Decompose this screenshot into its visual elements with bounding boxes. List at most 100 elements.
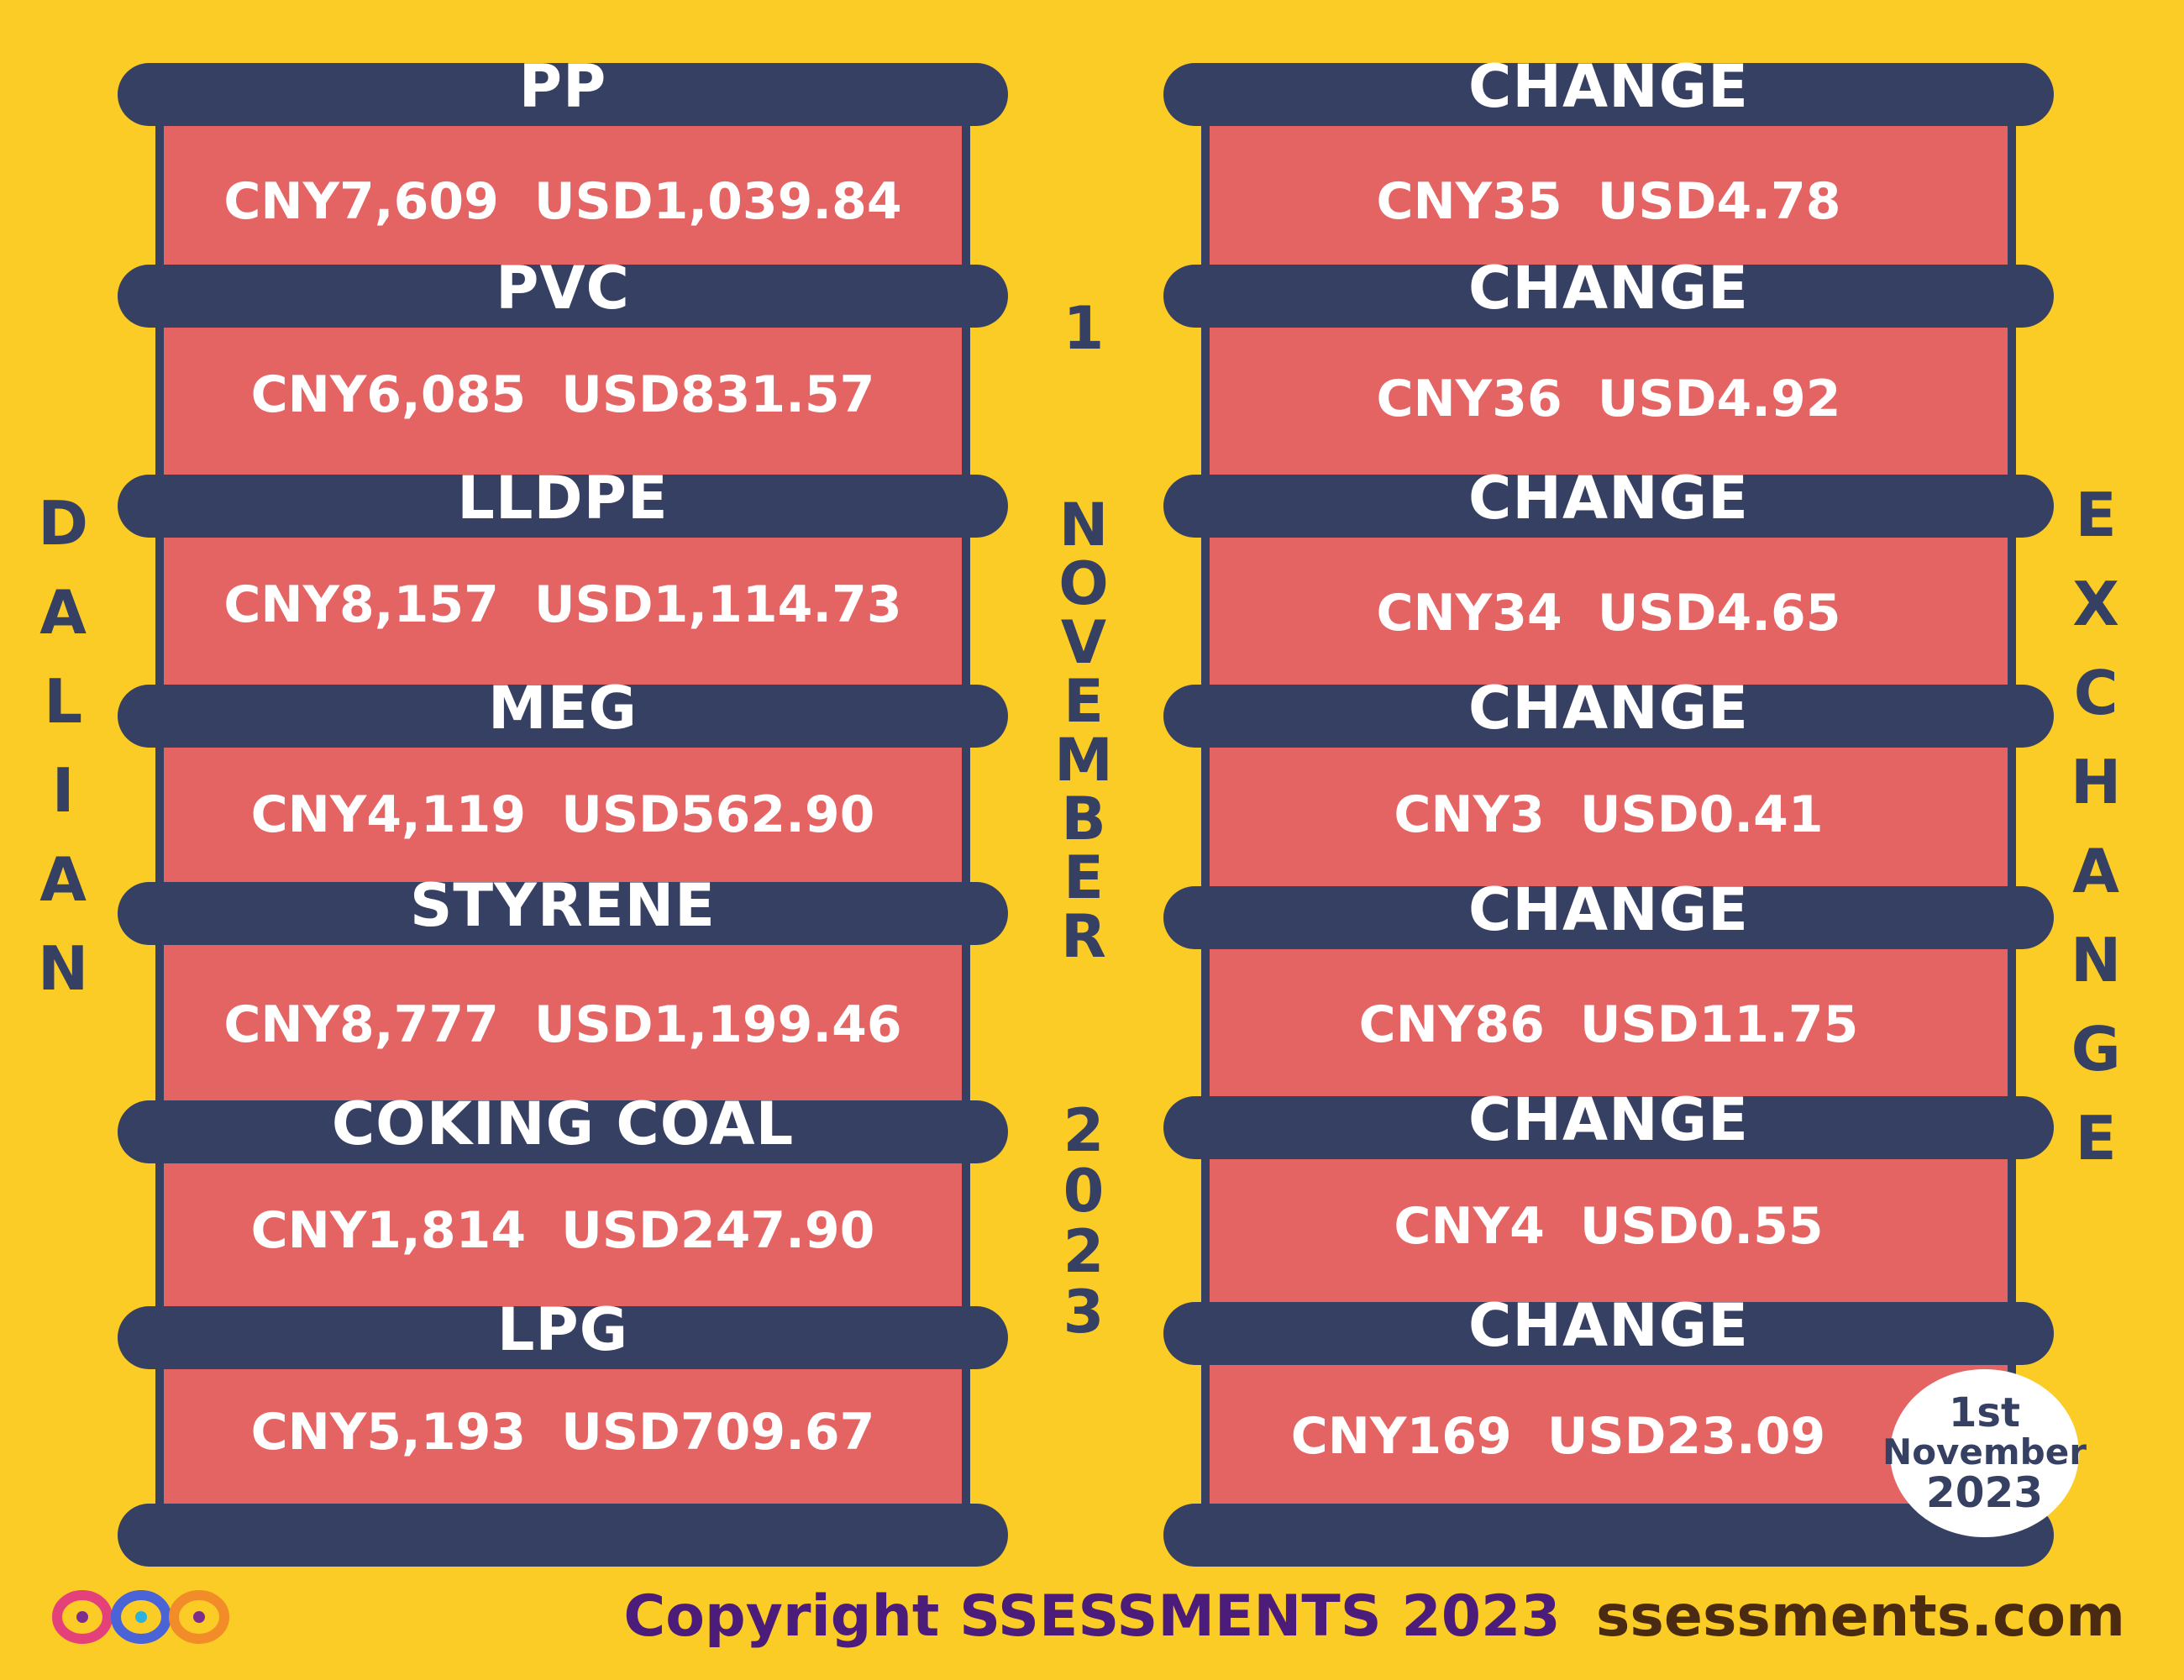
change-label-bar: CHANGE xyxy=(1163,875,2054,949)
change-usd: USD0.55 xyxy=(1579,1197,1824,1256)
vertical-letter: M xyxy=(1054,726,1113,795)
price-cny: CNY8,777 xyxy=(223,995,499,1054)
vertical-letter: A xyxy=(39,577,87,648)
change-row: CNY4 USD0.55 xyxy=(1201,1197,2016,1256)
change-cny: CNY36 xyxy=(1376,370,1562,428)
change-usd: USD11.75 xyxy=(1579,995,1859,1054)
date-day: 1 xyxy=(1063,294,1105,363)
change-row: CNY34 USD4.65 xyxy=(1201,584,2016,643)
vertical-letter: G xyxy=(2071,1014,2121,1084)
vertical-letter: L xyxy=(44,666,83,737)
vertical-letter: D xyxy=(38,488,89,559)
vertical-letter: R xyxy=(1061,902,1106,971)
vertical-digit: 0 xyxy=(1063,1157,1105,1226)
change-cny: CNY169 xyxy=(1290,1407,1512,1466)
price-cny: CNY8,157 xyxy=(223,575,499,634)
change-cny: CNY34 xyxy=(1376,584,1562,643)
vertical-title-exchange: E X C H A N G E xyxy=(2071,470,2121,1183)
infinity-rings-logo-icon xyxy=(52,1590,229,1644)
price-usd: USD1,114.73 xyxy=(533,575,902,634)
product-label-bar: PP xyxy=(118,52,1008,126)
vertical-letter: E xyxy=(2075,480,2117,550)
product-label: PVC xyxy=(496,253,630,323)
vertical-letter: B xyxy=(1061,785,1106,853)
vertical-digit: 2 xyxy=(1063,1217,1105,1286)
price-change-column: CHANGE CNY35 USD4.78 CHANGE CNY36 USD4.92 … xyxy=(1163,52,2054,1567)
badge-day: 1st xyxy=(1949,1389,2020,1436)
price-row: CNY4,119 USD562.90 xyxy=(155,785,970,844)
price-cny: CNY4,119 xyxy=(250,785,527,844)
price-cny: CNY1,814 xyxy=(250,1201,527,1260)
badge-month: November xyxy=(1882,1431,2087,1473)
price-row: CNY8,777 USD1,199.46 xyxy=(155,995,970,1054)
change-row: CNY86 USD11.75 xyxy=(1201,995,2016,1054)
vertical-letter: X xyxy=(2072,569,2119,639)
product-label: MEG xyxy=(488,673,638,743)
price-row: CNY8,157 USD1,114.73 xyxy=(155,575,970,634)
price-usd: USD709.67 xyxy=(561,1403,875,1462)
price-cny: CNY6,085 xyxy=(250,365,527,424)
product-label: LLDPE xyxy=(457,463,669,533)
vertical-digit: 2 xyxy=(1063,1096,1105,1165)
change-label: CHANGE xyxy=(1468,463,1749,533)
vertical-date-year: 2 0 2 3 xyxy=(1042,1100,1126,1342)
change-label: CHANGE xyxy=(1468,1290,1749,1360)
change-usd: USD4.78 xyxy=(1597,172,1841,231)
price-column-body xyxy=(155,113,970,1541)
date-badge: 1st November 2023 xyxy=(1882,1369,2087,1537)
vertical-letter: H xyxy=(2071,747,2122,817)
product-label-bar: COKING COAL xyxy=(118,1089,1008,1163)
change-row: CNY3 USD0.41 xyxy=(1201,785,2016,844)
vertical-letter: V xyxy=(1060,608,1107,677)
product-label: PP xyxy=(518,51,607,121)
change-cny: CNY86 xyxy=(1358,995,1545,1054)
product-label: STYRENE xyxy=(410,870,716,940)
price-row: CNY7,609 USD1,039.84 xyxy=(155,172,970,231)
change-label-bar: CHANGE xyxy=(1163,1085,2054,1159)
vertical-date-day: 1 xyxy=(1042,294,1126,363)
badge-year: 2023 xyxy=(1925,1467,2044,1517)
price-cny: CNY5,193 xyxy=(250,1403,527,1462)
price-usd: USD562.90 xyxy=(561,785,875,844)
product-label: COKING COAL xyxy=(331,1089,795,1158)
change-usd: USD0.41 xyxy=(1579,785,1824,844)
change-cny: CNY35 xyxy=(1376,172,1562,231)
vertical-letter: C xyxy=(2073,658,2118,728)
change-label-bar: CHANGE xyxy=(1163,254,2054,328)
change-usd: USD4.92 xyxy=(1597,370,1841,428)
product-label: LPG xyxy=(496,1294,629,1364)
vertical-digit: 3 xyxy=(1063,1278,1105,1347)
change-label: CHANGE xyxy=(1468,253,1749,323)
change-label-bar: CHANGE xyxy=(1163,52,2054,126)
price-cny: CNY7,609 xyxy=(223,172,499,231)
product-label-bar: LLDPE xyxy=(118,464,1008,538)
website-link[interactable]: ssessments.com xyxy=(1595,1583,2125,1650)
vertical-title-dalian: D A L I A N xyxy=(38,479,88,1013)
vertical-letter: E xyxy=(1063,843,1104,912)
price-usd: USD1,199.46 xyxy=(533,995,902,1054)
column-bottom-bar xyxy=(1163,1504,2054,1567)
product-label-bar: PVC xyxy=(118,254,1008,328)
change-usd: USD4.65 xyxy=(1597,584,1841,643)
product-label-bar: LPG xyxy=(118,1295,1008,1369)
change-label: CHANGE xyxy=(1468,673,1749,743)
vertical-letter: A xyxy=(2072,836,2119,906)
change-label: CHANGE xyxy=(1468,874,1749,944)
vertical-letter: E xyxy=(1063,667,1104,736)
copyright-text: Copyright SSESSMENTS 2023 xyxy=(623,1583,1561,1650)
change-usd: USD23.09 xyxy=(1546,1407,1826,1466)
price-row: CNY1,814 USD247.90 xyxy=(155,1201,970,1260)
vertical-letter: A xyxy=(39,844,87,915)
vertical-letter: N xyxy=(1058,491,1109,559)
vertical-letter: O xyxy=(1058,549,1109,618)
vertical-letter: N xyxy=(38,933,89,1004)
price-row: CNY5,193 USD709.67 xyxy=(155,1403,970,1462)
column-bottom-bar xyxy=(118,1504,1008,1567)
product-label-bar: STYRENE xyxy=(118,871,1008,945)
change-row: CNY169 USD23.09 xyxy=(1201,1407,2016,1466)
price-usd: USD247.90 xyxy=(561,1201,875,1260)
product-price-column: PP CNY7,609 USD1,039.84 PVC CNY6,085 USD83… xyxy=(118,52,1008,1567)
price-usd: USD831.57 xyxy=(561,365,875,424)
change-label: CHANGE xyxy=(1468,1084,1749,1154)
vertical-letter: E xyxy=(2075,1103,2117,1173)
